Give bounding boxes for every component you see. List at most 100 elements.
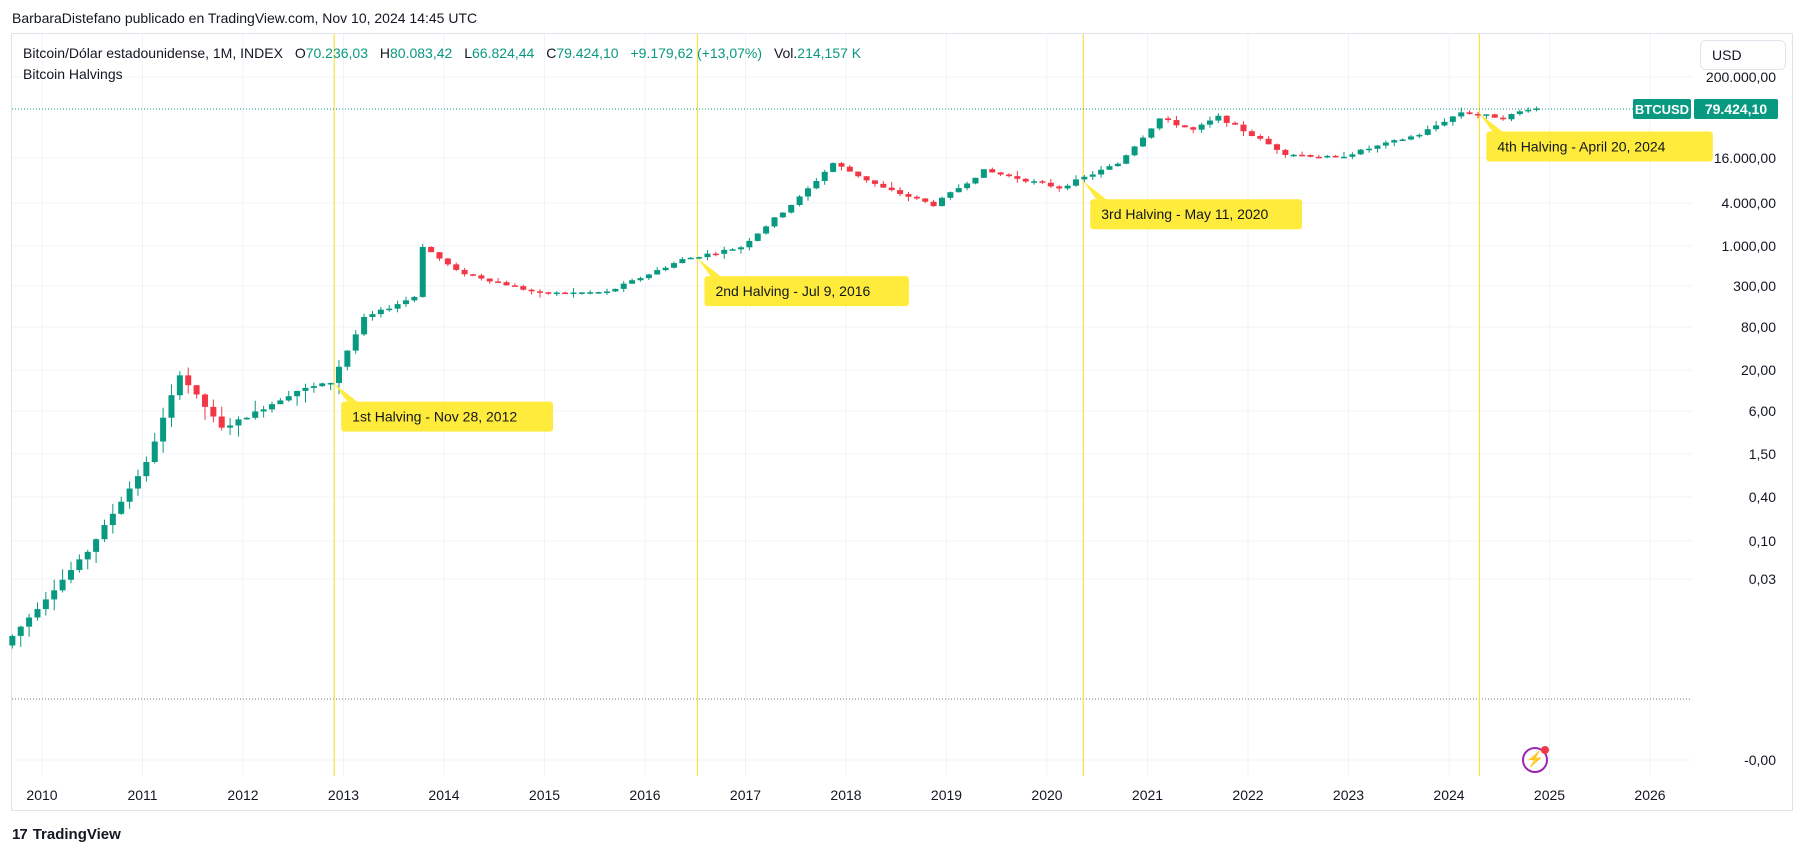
time-axis: 2010 2011 2012 2013 2014 2015 2016 2017 2018 2019… — [26, 787, 1665, 803]
candle-body — [1139, 137, 1146, 147]
candle-body — [436, 252, 443, 259]
candle-body — [846, 166, 853, 172]
candle-body — [1248, 131, 1255, 137]
candle-body — [1416, 134, 1423, 137]
candle-body — [17, 626, 24, 636]
candle-body — [913, 196, 920, 199]
candle-body — [1374, 145, 1381, 149]
halving-label-box — [1486, 131, 1713, 162]
candle-body — [578, 292, 585, 294]
candle-body — [1449, 116, 1456, 122]
candle-body — [687, 257, 694, 260]
candle-body — [1332, 155, 1339, 158]
time-tick-label: 2013 — [328, 787, 359, 803]
price-tick-label: 20,00 — [1741, 362, 1776, 378]
candle-body — [938, 197, 945, 207]
currency-button[interactable]: USD — [1700, 40, 1786, 70]
candle-body — [1022, 178, 1029, 182]
candle-body — [813, 180, 820, 189]
candle-body — [838, 163, 845, 167]
halving-label-box — [1090, 199, 1303, 230]
candle-body — [1340, 156, 1347, 159]
price-tick-label: 0,03 — [1749, 571, 1776, 587]
halving-label-text: 2nd Halving - Jul 9, 2016 — [715, 283, 870, 299]
candle-body — [59, 579, 66, 591]
candle-body — [1056, 186, 1063, 189]
candle-body — [1500, 117, 1507, 120]
candle-body — [495, 281, 502, 283]
candle-body — [888, 187, 895, 191]
candle-body — [402, 300, 409, 305]
tradingview-logo[interactable]: 17 TradingView — [12, 826, 121, 843]
candle-body — [126, 488, 133, 502]
candle-body — [394, 304, 401, 309]
candle-body — [411, 296, 418, 301]
time-tick-label: 2026 — [1634, 787, 1665, 803]
candle-body — [428, 247, 435, 253]
time-tick-label: 2021 — [1132, 787, 1163, 803]
candle-body — [1433, 125, 1440, 130]
halving-lines — [333, 34, 1480, 776]
candle-body — [277, 400, 284, 405]
time-tick-label: 2011 — [127, 787, 157, 803]
candle-body — [143, 462, 150, 477]
candle-body — [696, 257, 703, 259]
time-tick-label: 2010 — [26, 787, 57, 803]
candle-body — [101, 525, 108, 540]
candle-body — [662, 267, 669, 271]
close-value: 79.424,10 — [556, 45, 619, 61]
change-value: +9.179,62 (+13,07%) — [630, 45, 763, 61]
high-label: H — [379, 45, 391, 61]
candle-body — [1215, 115, 1222, 121]
candle-body — [51, 590, 58, 600]
candle-body — [1072, 179, 1079, 186]
candle-body — [160, 417, 167, 442]
halving-labels: 1st Halving - Nov 28, 2012 2nd Halving - … — [334, 113, 1713, 432]
candle-body — [804, 188, 811, 197]
lightning-icon[interactable]: ⚡ — [1522, 746, 1549, 773]
candle-body — [654, 270, 661, 275]
candle-body — [1081, 176, 1088, 180]
candle-body — [897, 190, 904, 195]
candle-body — [746, 240, 753, 248]
time-tick-label: 2019 — [931, 787, 962, 803]
candle-body — [947, 192, 954, 198]
candle-body — [1190, 127, 1197, 130]
candle-body — [1265, 138, 1272, 145]
time-tick-label: 2025 — [1534, 787, 1565, 803]
candle-body — [1064, 185, 1071, 189]
candle-body — [1240, 124, 1247, 132]
time-tick-label: 2024 — [1433, 787, 1464, 803]
candle-body — [352, 334, 359, 351]
candle-body — [461, 269, 468, 275]
candle-body — [176, 375, 183, 396]
study-title[interactable]: Bitcoin Halvings — [23, 66, 123, 82]
price-tick-label: 4.000,00 — [1722, 195, 1777, 211]
time-tick-label: 2022 — [1232, 787, 1263, 803]
candle-body — [419, 247, 426, 297]
candle-body — [469, 274, 476, 276]
candle-body — [1123, 155, 1130, 164]
chart-grid — [12, 34, 1692, 775]
time-tick-label: 2023 — [1333, 787, 1364, 803]
candle-body — [821, 171, 828, 181]
candle-body — [1232, 122, 1239, 125]
candle-body — [1483, 114, 1490, 116]
candle-body — [218, 416, 225, 428]
candle-body — [905, 194, 912, 197]
candle-body — [67, 570, 74, 580]
candle-body — [1357, 149, 1364, 155]
candle-body — [545, 292, 552, 294]
candle-body — [319, 383, 326, 387]
halving-label-pointer — [697, 258, 721, 277]
candle-body — [1307, 154, 1314, 157]
candle-body — [528, 289, 535, 292]
candle-body — [1047, 182, 1054, 187]
candle-body — [93, 539, 100, 552]
time-tick-label: 2015 — [529, 787, 560, 803]
candle-body — [227, 425, 234, 428]
candle-body — [1114, 163, 1121, 167]
candle-body — [310, 386, 317, 388]
candle-body — [294, 390, 301, 397]
